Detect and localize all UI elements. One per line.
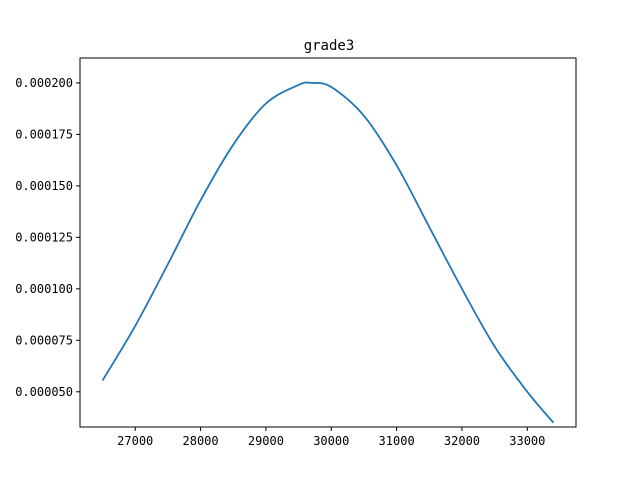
x-axis: 27000 28000 29000 30000 31000 32000 33000	[117, 427, 545, 448]
y-tick-label: 0.000175	[15, 127, 73, 141]
y-tick-label: 0.000100	[15, 282, 73, 296]
plot-area	[101, 81, 555, 424]
y-tick-label: 0.000075	[15, 333, 73, 347]
x-tick-label: 32000	[444, 434, 480, 448]
y-tick-label: 0.000050	[15, 385, 73, 399]
y-tick-label: 0.000125	[15, 230, 73, 244]
chart-title: grade3	[304, 38, 355, 54]
y-tick-label: 0.000150	[15, 179, 73, 193]
x-tick-label: 33000	[509, 434, 545, 448]
x-tick-label: 27000	[117, 434, 153, 448]
y-axis: 0.000050 0.000075 0.000100 0.000125 0.000150…	[15, 76, 80, 399]
x-tick-label: 28000	[183, 434, 219, 448]
x-tick-label: 30000	[313, 434, 349, 448]
x-tick-label: 29000	[248, 434, 284, 448]
y-tick-label: 0.000200	[15, 76, 73, 90]
series-line	[101, 81, 555, 424]
axes-frame	[79, 57, 577, 428]
x-tick-label: 31000	[379, 434, 415, 448]
